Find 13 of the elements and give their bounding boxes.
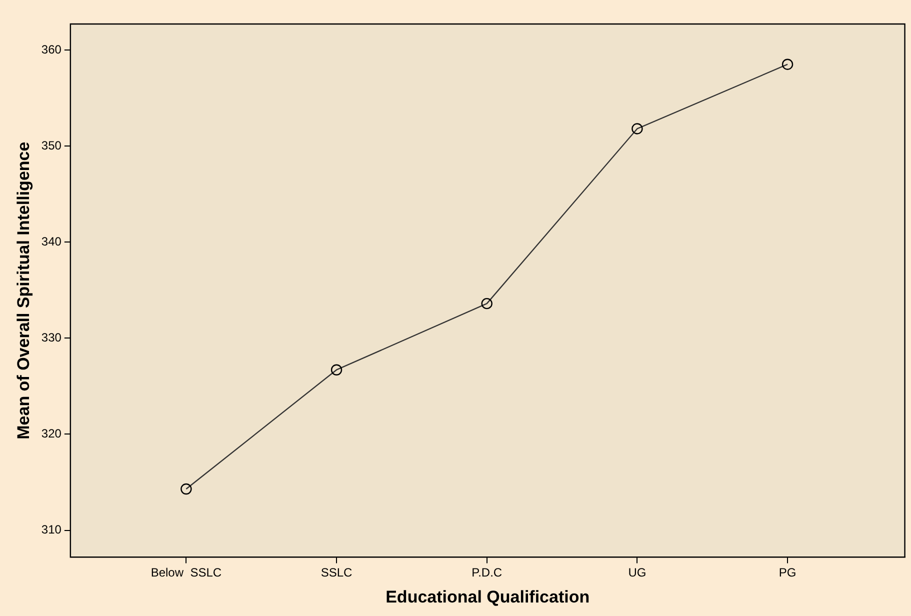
- y-tick-label: 310: [41, 522, 62, 537]
- x-tick-label: P.D.C: [472, 566, 502, 580]
- y-tick-label: 360: [41, 42, 62, 56]
- y-axis-title: Mean of Overall Spiritual Intelligence: [14, 142, 33, 440]
- y-tick-label: 320: [41, 426, 62, 441]
- x-axis-title: Educational Qualification: [386, 587, 590, 606]
- x-tick-label: Below SSLC: [150, 566, 222, 580]
- x-tick-label: SSLC: [320, 566, 353, 580]
- y-tick-label: 330: [41, 330, 62, 344]
- y-tick-label: 340: [41, 234, 62, 248]
- y-tick-label: 350: [41, 138, 62, 152]
- x-tick-label: UG: [628, 566, 646, 580]
- x-tick-label: PG: [778, 566, 796, 580]
